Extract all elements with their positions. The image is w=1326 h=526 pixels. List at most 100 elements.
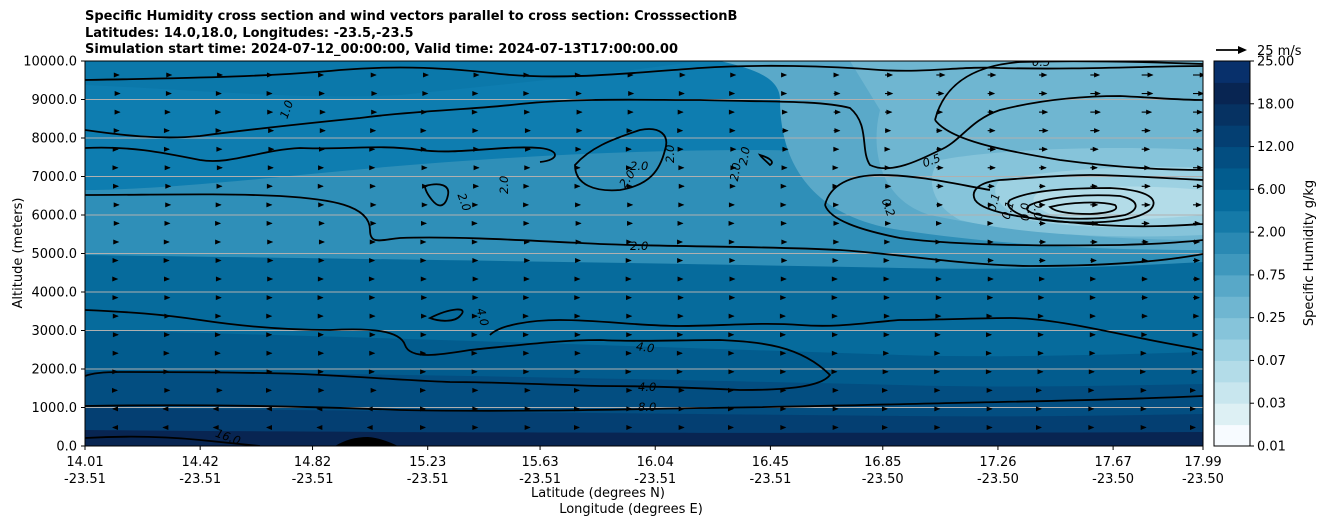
wind-vector-head [934,332,941,338]
wind-vector-head [472,202,479,208]
wind-vector-head [370,128,377,134]
x-tick-label-lon: -23.50 [977,472,1019,487]
wind-vector-head [113,128,120,134]
wind-vector-head [268,128,275,134]
wind-vector-head [112,387,118,393]
wind-vector-head [987,220,994,226]
wind-vector-head [112,406,118,412]
wind-vector-head [937,183,944,189]
wind-vector-head [831,295,838,301]
wind-vector-head [1037,313,1044,319]
wind-vector-head [1040,165,1047,171]
wind-vector-head [163,128,170,134]
wind-vector-head [113,183,120,189]
wind-vector-head [317,313,324,319]
quiver-key-arrowhead [1238,46,1247,54]
wind-vector-head [831,332,838,338]
wind-vector-head [1042,109,1049,115]
contour-4.0-closed [427,308,464,322]
wind-vector-head [729,258,736,263]
wind-vector-head [422,91,429,97]
contour-label-2.0-b: 2.0 [455,191,474,213]
wind-vector-head [266,406,272,412]
wind-vector-head [729,183,736,189]
wind-vector-head [369,239,376,245]
wind-vector-head [266,313,273,319]
wind-vector-head [1091,165,1098,171]
wind-vector-head [266,183,273,189]
wind-vector-head [316,424,323,430]
contour-4.0-right [489,317,1203,351]
wind-vector-head [677,128,684,134]
wind-vector-head [164,276,171,282]
wind-vector-head [318,72,325,78]
wind-vector-head [575,258,582,263]
wind-vector-head [1190,406,1196,412]
wind-vector-head [780,295,787,301]
wind-vector-head [781,72,788,78]
wind-vector-head [369,295,376,301]
wind-vector-head [1193,295,1200,301]
wind-vector-head [1140,369,1147,375]
contour-8.0 [85,395,1203,412]
wind-vector-head [730,146,737,152]
wind-vector-head [625,295,632,301]
x-tick-label-lat: 17.26 [979,455,1016,470]
wind-vector-head [988,183,995,189]
wind-vector-head [574,369,581,375]
contour-label-0.2: 0.2 [879,196,898,218]
wind-vector-head [834,109,841,115]
contour-0.0 [1048,201,1118,215]
wind-vector-head [834,128,841,134]
wind-vector-head [420,369,427,375]
wind-vector-head [886,109,893,115]
wind-vector-head [471,350,478,356]
wind-vector-head [267,109,274,115]
contour-label-0.5-top: 0.5 [1032,55,1050,69]
contour-0.1-outer [1007,187,1155,224]
wind-vector-head [1190,424,1196,430]
wind-vector-head [730,72,737,78]
colorbar-swatch [1214,82,1250,105]
wind-vector-head [420,332,427,338]
wind-vector-head [832,165,839,171]
colorbar-tick-label: 25.00 [1257,55,1294,70]
wind-vector-head [1196,128,1203,134]
wind-vector-head [1195,202,1202,208]
wind-vector-head [833,239,840,245]
wind-vector-head [883,295,890,301]
wind-vector-head [471,220,478,226]
wind-vector-head [677,276,684,282]
wind-vector-head [112,295,119,301]
wind-vector-head [883,332,890,338]
wind-vector-head [368,276,375,282]
x-tick-label-lat: 16.85 [864,455,901,470]
y-tick-label: 10000.0 [23,55,77,70]
x-tick-label-lon: -23.51 [179,472,221,487]
wind-vector-head [1094,72,1101,78]
wind-vector-head [627,220,634,226]
wind-vector-head [371,109,378,115]
wind-vector-head [1089,332,1096,338]
wind-vector-head [522,332,529,338]
wind-vector-head [472,128,479,134]
wind-vector-head [779,313,786,319]
colorbar-swatch [1214,125,1250,148]
wind-vector-head [677,146,684,152]
wind-vector-head [1089,350,1096,356]
wind-vector-head [729,91,736,97]
colorbar-tick-label: 6.00 [1257,183,1286,198]
wind-vector-head [1091,239,1098,245]
wind-vector-head [370,202,377,208]
y-axis: 0.0 1000.0 2000.0 3000.0 4000.0 5000.0 6000.0 7… [23,55,85,455]
wind-vector-head [1144,202,1151,208]
contour-0.5-lower [824,204,1203,247]
x-tick-label-lon: -23.51 [519,472,561,487]
wind-vector-head [369,258,376,263]
colorbar-swatch [1214,424,1250,447]
y-tick-label: 8000.0 [32,132,78,147]
colorbar-tick-label: 0.01 [1257,440,1286,455]
wind-vector-head [319,109,326,115]
wind-vector-head [574,424,580,430]
